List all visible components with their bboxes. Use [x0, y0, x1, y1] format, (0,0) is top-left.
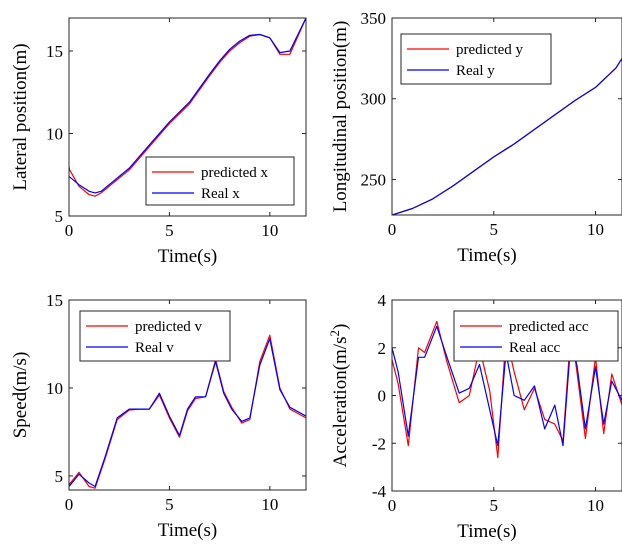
y-axis-label: Longitudinal position(m) — [330, 21, 351, 213]
x-axis-label: Time(s) — [158, 520, 217, 541]
x-tick-label: 10 — [261, 495, 278, 514]
y-tick-label: 5 — [55, 207, 64, 226]
legend: predicted x Real x — [145, 156, 295, 206]
series-line-real — [69, 18, 306, 194]
series-line-real — [392, 58, 622, 215]
x-tick-label: 0 — [65, 221, 74, 240]
panel-4: 0 5 10 -4 -2 0 2 4 Time(s) Acceleration(m/s2) pred… — [327, 291, 622, 542]
legend-entry: predicted acc — [509, 319, 589, 335]
x-axis-label: Time(s) — [158, 246, 217, 267]
axes-box — [391, 17, 622, 216]
legend-box — [145, 156, 295, 206]
legend-entry: Real x — [201, 186, 240, 202]
x-axis-label: Time(s) — [457, 245, 516, 266]
y-tick-label: 2 — [378, 339, 387, 358]
y-tick-label: 250 — [361, 170, 387, 189]
y-tick-label: 10 — [46, 379, 63, 398]
x-tick-label: 5 — [165, 495, 174, 514]
legend-box — [453, 310, 619, 362]
y-tick-label: -2 — [372, 434, 386, 453]
series-line-real — [392, 325, 622, 447]
x-tick-label: 0 — [388, 220, 397, 239]
legend-box — [79, 310, 231, 362]
panel-2: 0 5 10 250 300 350 Time(s) Longitudinal positio… — [330, 9, 622, 266]
legend-entry: Real y — [456, 63, 495, 79]
x-tick-label: 5 — [490, 220, 499, 239]
series-line-real — [69, 338, 306, 488]
y-tick-label: 15 — [46, 291, 63, 310]
x-tick-label: 10 — [587, 220, 604, 239]
y-tick-label: 10 — [46, 125, 63, 144]
y-axis-label: Acceleration(m/s2) — [327, 324, 351, 468]
legend: predicted v Real v — [79, 310, 231, 362]
x-tick-label: 10 — [261, 221, 278, 240]
y-tick-label: 4 — [378, 291, 387, 310]
x-tick-label: 5 — [490, 496, 499, 515]
legend-entry: predicted y — [456, 42, 524, 58]
y-axis-label: Lateral position(m) — [10, 43, 31, 190]
y-tick-label: 300 — [361, 90, 387, 109]
legend: predicted acc Real acc — [453, 310, 619, 362]
legend: predicted y Real y — [400, 33, 552, 85]
legend-entry: Real v — [135, 340, 174, 356]
x-axis-label: Time(s) — [457, 521, 516, 542]
y-tick-label: 350 — [361, 9, 387, 28]
legend-entry: predicted v — [135, 319, 203, 335]
y-tick-label: 15 — [46, 42, 63, 61]
legend-entry: predicted x — [201, 165, 269, 181]
x-tick-label: 0 — [388, 496, 397, 515]
y-tick-label: -4 — [372, 482, 387, 501]
x-tick-label: 5 — [165, 221, 174, 240]
y-axis-label: Speed(m/s) — [10, 352, 31, 439]
axes-box — [68, 17, 307, 217]
axes-box — [68, 299, 307, 491]
x-tick-label: 0 — [65, 495, 74, 514]
x-tick-label: 10 — [587, 496, 604, 515]
y-tick-label: 0 — [378, 387, 387, 406]
legend-box — [400, 33, 552, 85]
legend-entry: Real acc — [509, 340, 561, 356]
y-tick-label: 5 — [55, 467, 64, 486]
